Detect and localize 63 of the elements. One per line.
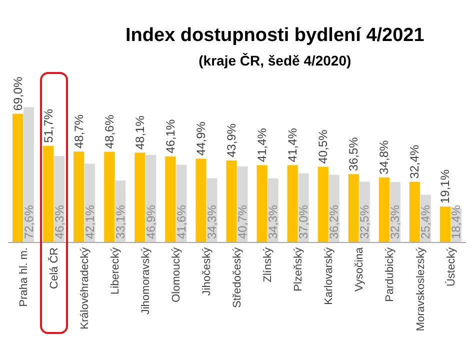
data-label: 40,5% <box>316 129 330 164</box>
bar <box>226 160 237 242</box>
data-label: 41,4% <box>255 128 270 162</box>
x-tick-label: Zlínský <box>262 246 274 282</box>
data-label: 33,1% <box>113 204 128 239</box>
bar <box>318 166 328 242</box>
data-label: 42,1% <box>82 204 97 239</box>
bar <box>23 107 34 242</box>
data-label: 46,3% <box>52 204 66 239</box>
data-label: 46,9% <box>144 204 158 239</box>
bar <box>256 165 268 242</box>
data-label: 48,6% <box>102 114 116 149</box>
bar <box>348 174 359 242</box>
data-label: 25,4% <box>418 204 433 239</box>
x-tick-label: Celá ČR <box>47 247 60 289</box>
data-label: 43,9% <box>224 123 239 158</box>
bar <box>165 156 176 242</box>
bar <box>104 152 115 242</box>
data-label: 41,4% <box>286 128 300 162</box>
chart-subtitle: (kraje ČR, šedě 4/2020) <box>198 52 352 69</box>
x-tick-label: Plzeňský <box>292 246 305 292</box>
data-label: 69,0% <box>10 76 25 111</box>
data-label: 51,7% <box>41 108 56 143</box>
x-tick-label: Jihočeský <box>201 246 214 296</box>
bar <box>74 152 84 242</box>
x-tick-label: Pardubický <box>384 246 396 302</box>
data-label: 34,3% <box>204 204 219 239</box>
data-label: 36,5% <box>346 136 361 172</box>
bar <box>43 146 54 242</box>
data-label: 32,5% <box>358 204 372 239</box>
x-tick-label: Moravskoslezský <box>414 246 427 332</box>
x-tick-label: Jihomoravský <box>140 246 152 315</box>
data-label: 48,7% <box>72 114 86 149</box>
x-tick-label: Vysočina <box>354 246 366 292</box>
chart-title: Index dostupnosti bydlení 4/2021 <box>126 25 425 46</box>
data-label: 44,9% <box>194 121 208 156</box>
bar <box>440 206 451 242</box>
data-label: 72,6% <box>22 204 36 239</box>
data-label: 32,4% <box>408 144 422 179</box>
x-tick-label: Ústecký <box>444 246 458 287</box>
data-label: 40,7% <box>235 204 250 239</box>
data-label: 48,1% <box>132 115 147 150</box>
data-label: 36,2% <box>327 204 342 239</box>
data-label: 19,1% <box>438 169 452 204</box>
x-tick-label: Liberecký <box>109 246 122 294</box>
data-label: 37,0% <box>296 204 311 239</box>
bar <box>134 152 146 242</box>
x-tick-label: Praha hl. m. <box>18 247 30 307</box>
bar <box>378 177 390 242</box>
data-label: 34,3% <box>266 204 280 239</box>
bar <box>287 165 298 242</box>
x-tick-label: Královéhradecký <box>78 246 91 330</box>
x-tick-label: Karlovarský <box>323 246 336 305</box>
x-tick-label: Středočeský <box>232 246 244 308</box>
data-label: 32,3% <box>388 204 402 239</box>
bar <box>12 114 24 242</box>
x-tick-label: Olomoucký <box>170 246 183 302</box>
data-label: 18,4% <box>449 204 464 239</box>
data-label: 46,1% <box>163 118 178 154</box>
bar <box>196 158 206 242</box>
data-label: 34,8% <box>377 140 392 174</box>
data-label: 41,6% <box>174 204 188 239</box>
bar <box>409 182 420 242</box>
